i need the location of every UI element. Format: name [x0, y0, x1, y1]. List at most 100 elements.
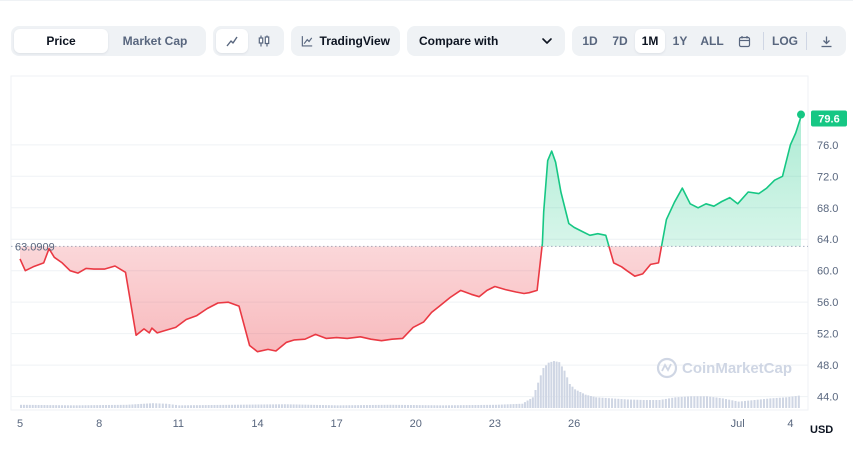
volume-bar — [368, 405, 371, 408]
volume-bar — [649, 400, 652, 408]
range-1y[interactable]: 1Y — [672, 34, 688, 48]
download-icon — [821, 36, 831, 47]
volume-bar — [537, 382, 540, 408]
plot-frame — [10, 75, 809, 411]
line-chart-button[interactable] — [216, 29, 248, 53]
volume-bar — [192, 405, 195, 408]
time-range-toggle: 1D 7D 1M 1Y ALL LOG — [572, 26, 846, 56]
y-tick-label: 60.0 — [817, 266, 838, 278]
volume-bar — [545, 365, 548, 408]
volume-bar — [40, 405, 43, 408]
volume-bar — [63, 405, 66, 408]
range-1d[interactable]: 1D — [582, 34, 598, 48]
volume-bar — [28, 404, 31, 408]
volume-bar — [592, 396, 595, 408]
calendar-icon — [738, 35, 750, 47]
volume-bar — [696, 396, 699, 408]
volume-bar — [693, 396, 696, 408]
volume-bar — [712, 397, 715, 408]
volume-bar — [579, 392, 582, 408]
compare-dropdown[interactable]: Compare with — [407, 26, 565, 56]
volume-bar — [418, 405, 421, 408]
volume-bar — [523, 402, 526, 408]
volume-bar — [459, 405, 462, 408]
volume-bar — [439, 405, 442, 408]
volume-bar — [49, 405, 52, 408]
x-tick-label: Jul — [731, 418, 745, 430]
y-tick-label: 72.0 — [817, 171, 838, 183]
volume-bar — [219, 404, 222, 408]
download-button[interactable] — [811, 29, 841, 53]
volume-bar — [99, 405, 102, 408]
volume-bar — [604, 397, 607, 408]
volume-bar — [225, 404, 228, 408]
volume-bar — [392, 404, 395, 408]
volume-bar — [430, 405, 433, 408]
volume-bar — [31, 404, 34, 408]
volume-bar — [93, 405, 96, 408]
volume-bar — [450, 405, 453, 408]
volume-bar — [550, 361, 553, 408]
volume-bar — [365, 405, 368, 408]
tradingview-button[interactable]: TradingView — [291, 26, 400, 56]
range-1m[interactable]: 1M — [635, 29, 665, 53]
volume-bar — [277, 404, 280, 408]
volume-bar — [791, 396, 794, 408]
volume-bar — [778, 397, 781, 408]
currency-label: USD — [810, 424, 833, 436]
volume-bar — [222, 404, 225, 408]
volume-bar — [301, 404, 304, 408]
volume-bar — [266, 404, 269, 408]
chart-type-toggle: Price Market Cap — [11, 26, 206, 56]
volume-bar — [257, 404, 260, 408]
volume-bar — [552, 361, 555, 408]
volume-bar — [731, 400, 734, 408]
volume-bar — [474, 405, 477, 408]
x-tick-label: 26 — [568, 418, 580, 430]
price-tab[interactable]: Price — [14, 29, 108, 53]
market-cap-tab[interactable]: Market Cap — [122, 34, 188, 48]
volume-bar — [587, 395, 590, 408]
date-picker-button[interactable] — [729, 29, 759, 53]
volume-bar — [515, 403, 518, 408]
volume-bar — [245, 404, 248, 408]
volume-bar — [465, 405, 468, 408]
volume-bar — [190, 405, 193, 408]
volume-bar — [433, 405, 436, 408]
volume-bar — [389, 404, 392, 408]
volume-bar — [436, 405, 439, 408]
volume-bar — [158, 403, 161, 408]
area-fill-below — [20, 246, 662, 352]
x-tick-label: 23 — [489, 418, 501, 430]
volume-bar — [547, 362, 550, 408]
volume-bar — [283, 404, 286, 408]
volume-bar — [187, 405, 190, 408]
volume-bar — [292, 404, 295, 408]
range-7d[interactable]: 7D — [612, 34, 628, 48]
volume-bar — [342, 405, 345, 408]
volume-bar — [25, 404, 28, 408]
volume-bar — [652, 400, 655, 408]
volume-bar — [483, 404, 486, 408]
volume-bar — [122, 404, 125, 408]
tradingview-icon — [301, 36, 313, 47]
log-scale-button[interactable]: LOG — [772, 34, 798, 48]
volume-bar — [683, 396, 686, 408]
volume-bar — [721, 398, 724, 408]
volume-bar — [339, 405, 342, 408]
volume-bar — [81, 405, 84, 408]
top-divider — [0, 0, 853, 1]
x-tick-label: 4 — [787, 418, 793, 430]
volume-bar — [690, 396, 693, 408]
volume-bar — [254, 404, 257, 408]
volume-bar — [216, 404, 219, 408]
range-all[interactable]: ALL — [700, 34, 724, 48]
volume-bar — [453, 405, 456, 408]
volume-bar — [725, 399, 728, 408]
x-tick-label: 8 — [96, 418, 102, 430]
volume-bar — [307, 404, 310, 408]
volume-bar — [750, 400, 753, 408]
x-tick-label: 14 — [251, 418, 263, 430]
candlestick-button[interactable] — [248, 29, 280, 53]
